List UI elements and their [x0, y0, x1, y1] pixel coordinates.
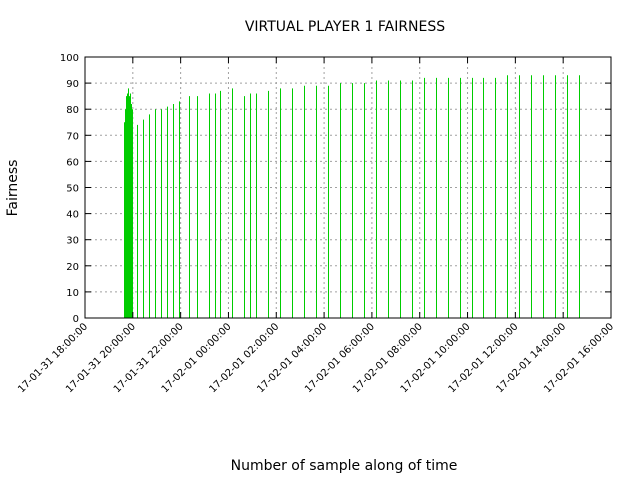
y-tick-label: 0 — [73, 314, 79, 325]
x-axis-label: Number of sample along of time — [231, 458, 458, 474]
y-tick-label: 20 — [66, 262, 79, 273]
y-tick-label: 30 — [66, 236, 79, 247]
y-tick-label: 70 — [66, 131, 79, 142]
y-axis-ticks: 0 10 20 30 40 50 60 70 80 90 100 — [60, 53, 611, 325]
bars — [124, 75, 580, 318]
y-axis-label: Fairness — [5, 160, 21, 217]
chart-title: VIRTUAL PLAYER 1 FAIRNESS — [245, 19, 445, 35]
y-tick-label: 50 — [66, 184, 79, 195]
y-tick-label: 90 — [66, 79, 79, 90]
y-tick-label: 40 — [66, 210, 79, 221]
y-tick-label: 100 — [60, 53, 79, 64]
y-tick-label: 60 — [66, 157, 79, 168]
y-tick-label: 80 — [66, 105, 79, 116]
grid-lines — [85, 57, 611, 318]
y-tick-label: 10 — [66, 288, 79, 299]
plot-border — [84, 56, 612, 319]
